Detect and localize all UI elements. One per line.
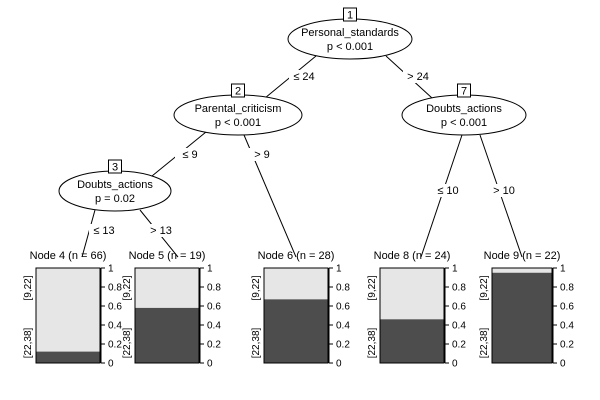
node-4-tick-label-0: 0 — [108, 359, 114, 370]
edge-label-1-2: ≤ 24 — [293, 71, 314, 83]
node-3-pvalue: p = 0.02 — [95, 193, 135, 205]
node-4-tick-label-5: 1 — [108, 264, 114, 275]
node-9-class-upper: [9,22] — [479, 275, 490, 300]
node-7-pvalue: p < 0.001 — [441, 117, 487, 129]
node-2-id-box — [231, 83, 245, 98]
node-9-tick-label-3: 0.6 — [560, 302, 574, 313]
node-4-class-lower: [22,38] — [23, 327, 34, 358]
edge-label-1-7: > 24 — [407, 71, 429, 83]
node-3-ellipse — [58, 170, 172, 212]
node-4-bar-lower — [36, 351, 100, 363]
node-8-panel — [379, 267, 445, 364]
edge-label-bg-7-9 — [489, 184, 519, 197]
edge-label-bg-3-5 — [146, 224, 176, 237]
node-7-id-box — [457, 83, 471, 98]
node-4-title: Node 4 (n = 66) — [30, 250, 107, 262]
node-5-title: Node 5 (n = 19) — [129, 250, 206, 262]
node-5-bar-upper — [135, 268, 199, 308]
edge-3-4 — [81, 209, 96, 258]
node-5-tick-label-2: 0.4 — [207, 321, 221, 332]
node-8-tick-label-2: 0.4 — [452, 321, 466, 332]
edge-label-2-3: ≤ 9 — [182, 149, 197, 161]
node-2-variable: Parental_criticism — [195, 103, 282, 115]
node-4-tick-label-2: 0.4 — [108, 321, 122, 332]
node-9-panel — [491, 267, 553, 364]
node-8-tick-label-4: 0.8 — [452, 283, 466, 294]
node-1-ellipse — [287, 18, 413, 60]
node-1-id-box — [343, 7, 357, 22]
node-6-class-upper: [9,22] — [251, 275, 262, 300]
node-6-title: Node 6 (n = 28) — [258, 250, 335, 262]
node-5-tick-label-4: 0.8 — [207, 283, 221, 294]
node-1-pvalue: p < 0.001 — [327, 41, 373, 53]
node-1-id: 1 — [347, 10, 353, 22]
node-4-bar-upper — [36, 268, 100, 352]
node-6-tick-label-0: 0 — [336, 359, 342, 370]
edge-label-3-4: ≤ 13 — [93, 225, 114, 237]
node-8-tick-label-0: 0 — [452, 359, 458, 370]
edge-label-7-9: > 10 — [493, 185, 515, 197]
node-3-id: 3 — [112, 162, 118, 174]
node-6-tick-label-5: 1 — [336, 264, 342, 275]
node-5-panel — [134, 267, 200, 364]
node-7-variable: Doubts_actions — [426, 103, 502, 115]
node-6-bar-upper — [264, 268, 328, 300]
node-8-bar-upper — [380, 268, 444, 320]
node-9-bar-lower — [492, 272, 552, 363]
node-9-title: Node 9 (n = 22) — [484, 250, 561, 262]
edge-label-bg-2-3 — [175, 148, 205, 161]
edge-label-bg-1-2 — [289, 70, 319, 83]
node-5-tick-label-3: 0.6 — [207, 302, 221, 313]
node-9-tick-label-5: 1 — [560, 264, 566, 275]
node-4-panel — [35, 267, 101, 364]
node-2-ellipse — [173, 94, 303, 136]
edge-label-bg-1-7 — [403, 70, 433, 83]
edge-label-3-5: > 13 — [150, 225, 172, 237]
node-9-tick-label-1: 0.2 — [560, 340, 574, 351]
edge-label-bg-7-8 — [433, 184, 463, 197]
node-4-tick-label-1: 0.2 — [108, 340, 122, 351]
node-9-bar-upper — [492, 268, 552, 273]
node-4-class-upper: [9,22] — [23, 275, 34, 300]
edge-label-bg-3-4 — [89, 224, 119, 237]
node-7-ellipse — [401, 94, 527, 136]
edge-label-bg-2-6 — [247, 148, 277, 161]
node-1-variable: Personal_standards — [301, 27, 399, 39]
node-2-pvalue: p < 0.001 — [215, 117, 261, 129]
node-3-variable: Doubts_actions — [77, 179, 153, 191]
node-8-class-upper: [9,22] — [367, 275, 378, 300]
node-6-tick-label-4: 0.8 — [336, 283, 350, 294]
node-6-panel — [263, 267, 329, 364]
node-8-title: Node 8 (n = 24) — [374, 250, 451, 262]
edge-label-7-8: ≤ 10 — [437, 185, 458, 197]
node-6-tick-label-2: 0.4 — [336, 321, 350, 332]
node-3-id-box — [108, 159, 122, 174]
node-4-tick-label-3: 0.6 — [108, 302, 122, 313]
node-9-tick-label-2: 0.4 — [560, 321, 574, 332]
node-6-tick-label-1: 0.2 — [336, 340, 350, 351]
node-6-bar-lower — [264, 299, 328, 363]
edge-label-2-6: > 9 — [254, 149, 270, 161]
node-8-tick-label-3: 0.6 — [452, 302, 466, 313]
node-9-class-lower: [22,38] — [479, 327, 490, 358]
node-5-tick-label-1: 0.2 — [207, 340, 221, 351]
node-5-tick-label-5: 1 — [207, 264, 213, 275]
node-5-bar-lower — [135, 307, 199, 363]
node-8-class-lower: [22,38] — [367, 327, 378, 358]
node-6-tick-label-3: 0.6 — [336, 302, 350, 313]
node-5-tick-label-0: 0 — [207, 359, 213, 370]
node-8-bar-lower — [380, 319, 444, 363]
node-4-tick-label-4: 0.8 — [108, 283, 122, 294]
node-2-id: 2 — [235, 86, 241, 98]
node-8-tick-label-1: 0.2 — [452, 340, 466, 351]
node-5-class-upper: [9,22] — [122, 275, 133, 300]
node-7-id: 7 — [461, 86, 467, 98]
node-5-class-lower: [22,38] — [122, 327, 133, 358]
node-9-tick-label-0: 0 — [560, 359, 566, 370]
node-8-tick-label-5: 1 — [452, 264, 458, 275]
node-6-class-lower: [22,38] — [251, 327, 262, 358]
node-9-tick-label-4: 0.8 — [560, 283, 574, 294]
